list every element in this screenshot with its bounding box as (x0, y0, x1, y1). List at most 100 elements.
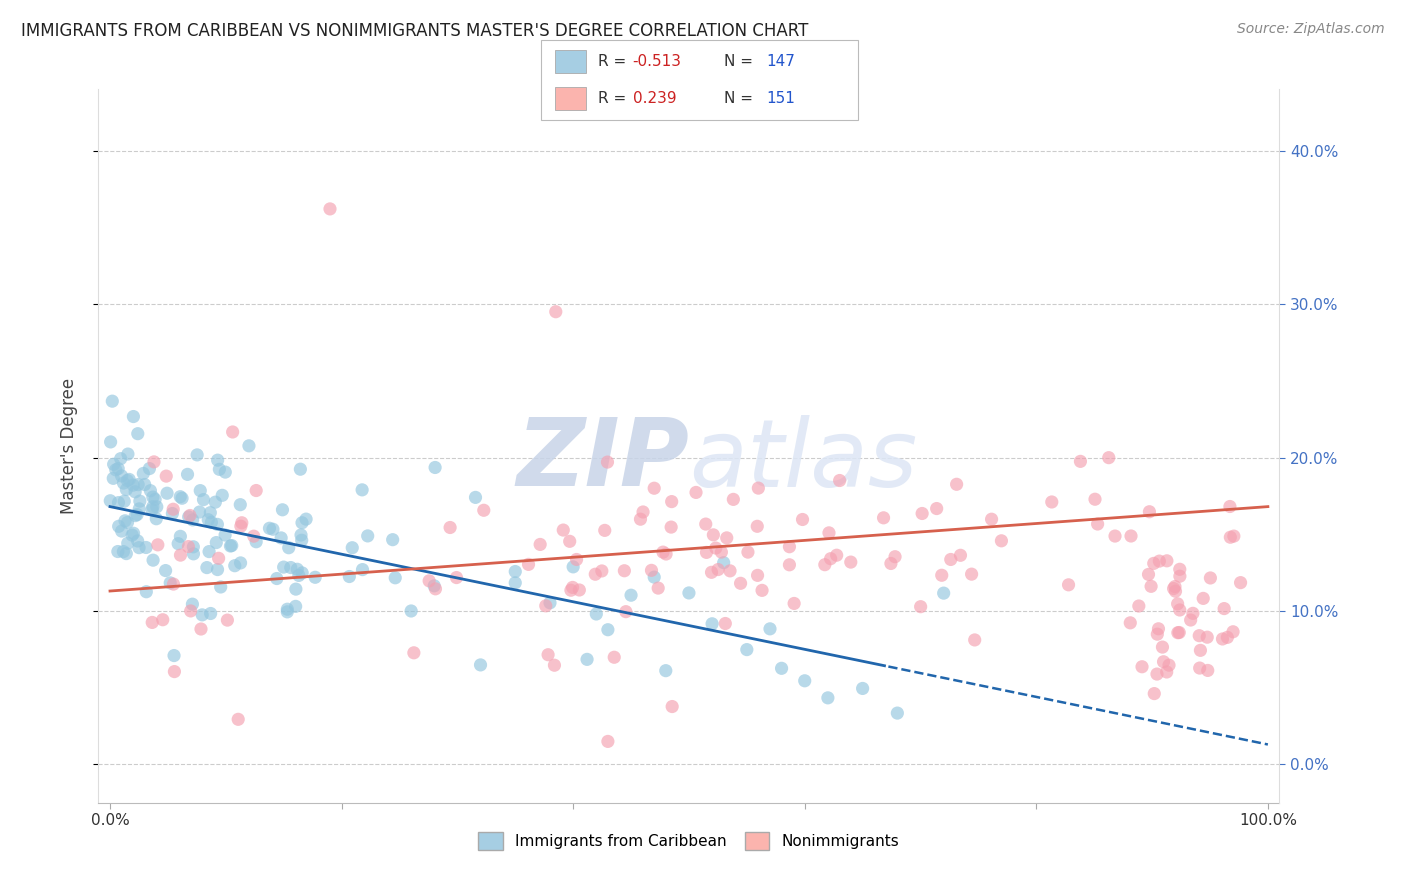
Point (124, 508, 146, 523)
Point (1057, 578, 1080, 592)
Point (1087, 516, 1109, 531)
Text: -0.513: -0.513 (633, 54, 682, 70)
Point (209, 580, 232, 594)
Point (288, 568, 311, 582)
Point (910, 599, 932, 614)
Y-axis label: Master's Degree: Master's Degree (59, 378, 77, 514)
Point (707, 563, 730, 577)
Point (517, 558, 540, 572)
Point (685, 485, 707, 500)
Point (503, 575, 526, 590)
Point (1140, 579, 1163, 593)
Point (655, 664, 678, 678)
Point (700, 566, 723, 580)
Point (1163, 582, 1185, 596)
Point (135, 584, 157, 599)
Point (98, 493, 121, 508)
Point (200, 516, 222, 530)
Point (219, 539, 242, 553)
Point (596, 623, 619, 637)
Point (560, 583, 582, 598)
Point (1181, 607, 1204, 621)
Point (631, 505, 654, 519)
Point (747, 519, 769, 533)
Point (939, 552, 962, 566)
Point (1192, 591, 1215, 606)
Point (1167, 597, 1189, 611)
Point (1153, 655, 1175, 669)
Point (704, 541, 727, 555)
Point (1229, 575, 1251, 590)
Point (221, 425, 243, 439)
Point (747, 481, 769, 495)
Point (1084, 492, 1107, 507)
Point (188, 483, 211, 498)
Point (122, 409, 145, 424)
Point (1223, 529, 1246, 543)
Point (792, 512, 814, 526)
Point (277, 541, 299, 555)
Point (603, 650, 626, 665)
Point (169, 490, 191, 504)
Point (337, 569, 360, 583)
Point (162, 502, 184, 516)
Point (714, 616, 737, 631)
Point (124, 484, 146, 499)
Point (825, 548, 848, 562)
Point (655, 547, 678, 561)
Point (886, 706, 908, 720)
Point (208, 462, 231, 476)
Point (138, 461, 160, 475)
Point (1147, 622, 1170, 636)
Point (141, 502, 163, 516)
Point (207, 551, 229, 566)
Point (446, 570, 468, 584)
Point (880, 557, 903, 571)
Point (423, 579, 446, 593)
Point (231, 516, 253, 530)
Point (562, 559, 585, 574)
Point (111, 524, 134, 538)
Point (110, 451, 132, 466)
Point (132, 467, 155, 481)
Point (503, 565, 526, 579)
Point (591, 564, 613, 578)
Point (186, 448, 208, 462)
Point (115, 483, 138, 497)
Point (245, 483, 267, 498)
Point (181, 597, 204, 611)
Text: R =: R = (598, 91, 636, 106)
Point (229, 556, 252, 570)
Text: atlas: atlas (689, 415, 917, 506)
Point (142, 500, 165, 514)
Point (205, 535, 228, 549)
Legend: Immigrants from Caribbean, Nonimmigrants: Immigrants from Caribbean, Nonimmigrants (472, 826, 905, 855)
Point (778, 558, 800, 572)
Point (960, 567, 983, 582)
Point (695, 517, 717, 532)
Point (576, 652, 599, 666)
Point (470, 657, 492, 672)
Point (1168, 562, 1191, 576)
Point (1197, 664, 1219, 678)
Point (143, 455, 166, 469)
Point (1216, 631, 1239, 645)
Point (128, 501, 150, 516)
Point (163, 648, 186, 663)
Point (146, 500, 169, 514)
Point (661, 494, 683, 508)
Point (207, 563, 229, 577)
Point (1168, 625, 1191, 640)
Point (114, 514, 136, 528)
Point (214, 465, 236, 479)
Point (1157, 658, 1180, 673)
Point (170, 491, 193, 506)
Point (197, 513, 219, 527)
Point (262, 522, 284, 536)
Point (284, 582, 307, 596)
Point (177, 509, 200, 524)
Point (180, 604, 202, 618)
Point (399, 604, 422, 618)
Point (381, 533, 404, 547)
Point (949, 549, 972, 563)
